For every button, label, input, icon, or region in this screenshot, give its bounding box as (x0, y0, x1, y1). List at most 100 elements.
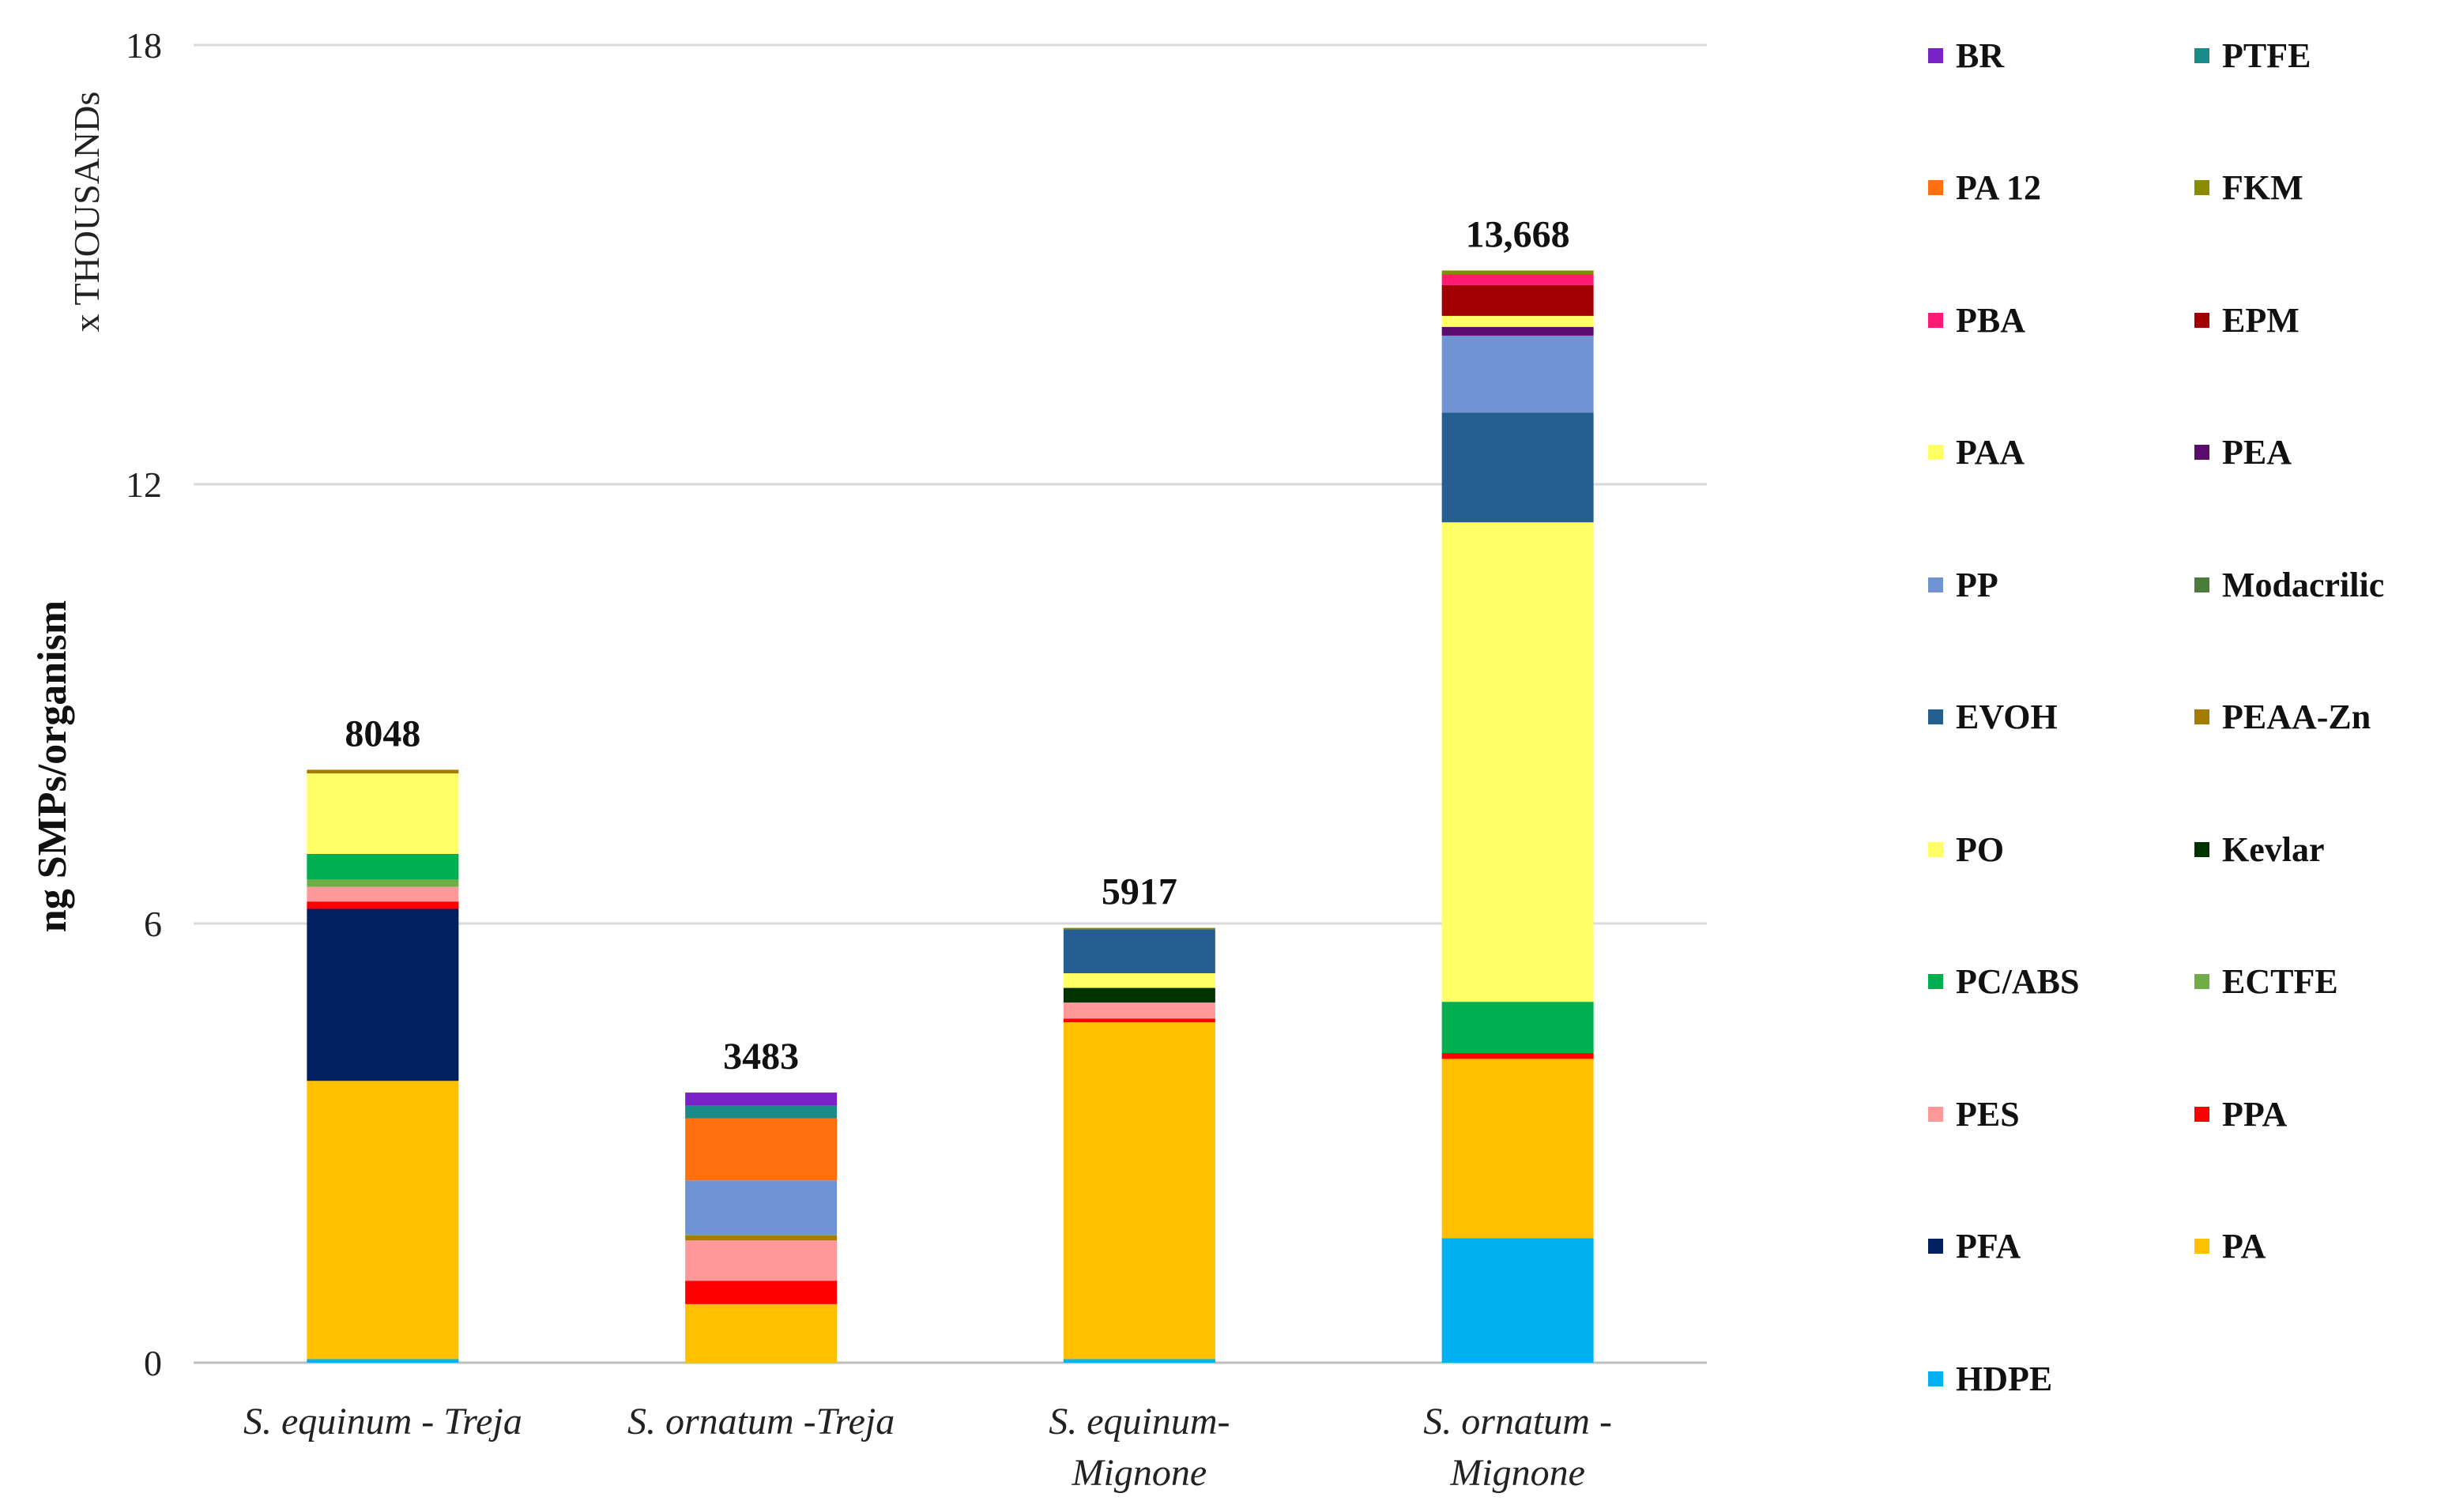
legend-label: PFA (1956, 1227, 2021, 1266)
bar-segment-evoh (1063, 929, 1215, 974)
bar-segment-br (685, 1093, 838, 1106)
legend-label: PP (1956, 565, 1998, 604)
legend-item-pes: PES (1928, 1090, 2020, 1138)
bar-segment-pfa (307, 908, 459, 1081)
legend-item-pea: PEA (2194, 429, 2292, 476)
bar-segment-pa (1441, 1059, 1594, 1239)
bar-segment-po (1063, 973, 1215, 988)
bar-total-label: 3483 (723, 1036, 799, 1078)
legend-swatch (2194, 1239, 2209, 1254)
legend-swatch (2194, 445, 2209, 460)
y-tick-label: 6 (144, 904, 162, 944)
legend-item-modacrilic: Modacrilic (2194, 561, 2384, 608)
legend-swatch (1928, 1371, 1943, 1386)
bar-segment-ppa (307, 901, 459, 909)
bar-segment-ppa (685, 1281, 838, 1304)
bar-segment-pba (1441, 274, 1594, 285)
legend-label: PO (1956, 829, 2005, 869)
legend-item-ectfe: ECTFE (2194, 958, 2338, 1006)
x-category-labels: S. equinum - Treja S. ornatum -Treja S. eq… (243, 1401, 1612, 1494)
bar-segment-pp (685, 1180, 838, 1236)
legend-item-ptfe: PTFE (2194, 32, 2311, 79)
legend-item-evoh: EVOH (1928, 694, 2058, 741)
bar-segment-ppa (1063, 1018, 1215, 1023)
bar-segment-kevlar (1063, 987, 1215, 1003)
bar-segment-pc-abs (307, 853, 459, 880)
bar-segment-epm (1441, 284, 1594, 316)
legend-item-pp: PP (1928, 561, 1998, 608)
legend-label: ECTFE (2222, 962, 2338, 1001)
bar-segment-hdpe (1063, 1359, 1215, 1363)
legend-swatch (1928, 974, 1943, 989)
bar-segment-pc-abs (1441, 1002, 1594, 1054)
legend-label: PA 12 (1956, 168, 2041, 207)
y-tick-label: 18 (126, 25, 162, 66)
bar-segment-pp (1441, 335, 1594, 413)
bar-segment-peaa-zn (685, 1235, 838, 1241)
legend-swatch (1928, 841, 1943, 857)
legend-label: HDPE (1956, 1359, 2053, 1398)
legend-item-epm: EPM (2194, 296, 2300, 344)
bar-segment-pes (685, 1240, 838, 1281)
legend-label: EPM (2222, 300, 2300, 340)
y-tick-label: 12 (126, 465, 162, 505)
legend-swatch (2194, 47, 2209, 63)
x-category-label: S. ornatum - (1423, 1401, 1612, 1442)
bar-segment-ectfe (307, 879, 459, 887)
x-category-label: S. equinum- (1049, 1401, 1230, 1442)
bar-segment-po (307, 773, 459, 854)
bar-segment-pa (685, 1303, 838, 1363)
bar-segment-hdpe (307, 1359, 459, 1363)
legend-item-fkm: FKM (2194, 164, 2303, 212)
legend-label: PEA (2222, 433, 2292, 472)
bar-segment-pa (1063, 1022, 1215, 1360)
legend-label: EVOH (1956, 698, 2058, 736)
bar-segment-ptfe (685, 1105, 838, 1119)
legend-label: PEAA-Zn (2222, 698, 2371, 736)
bar-segment-paa (1441, 315, 1594, 327)
bar-segment-fkm (1441, 270, 1594, 275)
bars (307, 270, 1594, 1363)
bar-segment-pes (307, 886, 459, 902)
bar-segment-peaa-zn (307, 769, 459, 774)
bar-segment-po (1441, 522, 1594, 1002)
legend-swatch (1928, 180, 1943, 195)
legend-label: PA (2222, 1227, 2266, 1266)
legend-label: Modacrilic (2222, 565, 2385, 604)
legend-item-ppa: PPA (2194, 1090, 2287, 1138)
legend-item-pc-abs: PC/ABS (1928, 958, 2079, 1006)
legend-item-kevlar: Kevlar (2194, 826, 2325, 873)
legend-label: Kevlar (2222, 829, 2325, 869)
legend-item-peaa-zn: PEAA-Zn (2194, 694, 2371, 741)
legend-label: PES (1956, 1094, 2020, 1134)
legend-swatch (1928, 1239, 1943, 1254)
legend-swatch (2194, 974, 2209, 989)
bar-total-label: 13,668 (1466, 213, 1570, 255)
legend-item-pa: PA (2194, 1223, 2266, 1270)
legend-label: PPA (2222, 1094, 2288, 1134)
legend-swatch (2194, 312, 2209, 328)
legend-item-po: PO (1928, 826, 2004, 873)
legend-swatch (2194, 577, 2209, 592)
legend-swatch (1928, 47, 1943, 63)
legend-swatch (1928, 709, 1943, 724)
total-labels: 8048 3483 5917 13,668 (345, 213, 1569, 1078)
legend-label: PBA (1956, 300, 2025, 340)
bar-segment-evoh (1441, 412, 1594, 523)
legend-label: FKM (2222, 168, 2303, 207)
y-axis-title: ng SMPs/organism (30, 600, 75, 932)
legend-label: PAA (1956, 433, 2025, 472)
bar-segment-pes (1063, 1002, 1215, 1019)
legend-swatch (2194, 709, 2209, 724)
legend-swatch (1928, 312, 1943, 328)
legend-swatch (1928, 445, 1943, 460)
legend-label: PC/ABS (1956, 962, 2080, 1001)
y-tick-label: 0 (144, 1343, 162, 1383)
legend-swatch (2194, 1106, 2209, 1122)
bar-segment-fkm (1063, 927, 1215, 930)
x-category-label-line2: Mignone (1072, 1452, 1207, 1494)
x-category-label: S. equinum - Treja (243, 1401, 522, 1442)
bar-segment-pa (307, 1081, 459, 1360)
legend-swatch (2194, 180, 2209, 195)
